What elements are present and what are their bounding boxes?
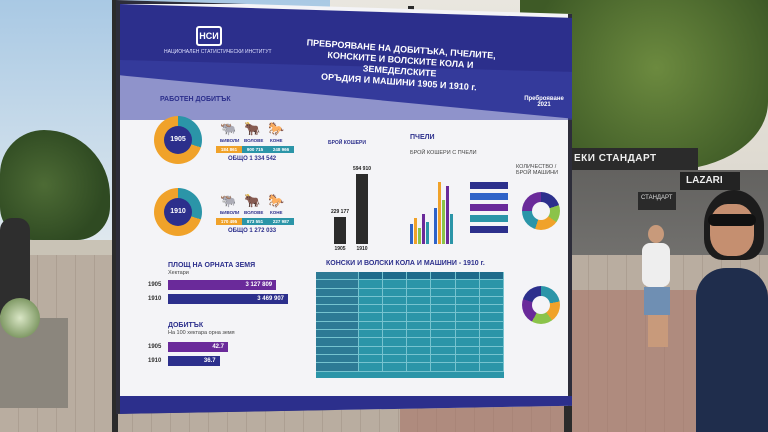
animal-value: 248 966: [268, 146, 294, 153]
hbar-year: 1905: [148, 344, 162, 350]
animal-value: 900 715: [242, 146, 268, 153]
census-2021-logo: Преброяване 2021: [524, 96, 564, 108]
shop-sign-standart: СТАНДАРТ: [638, 192, 676, 210]
nsi-logo-icon: НСИ: [196, 26, 222, 46]
arable-bar-1910: 3 469 907: [168, 294, 288, 304]
hives-chart: 229 177 1905 594 910 1910: [330, 164, 376, 252]
yield-bar-1910: 36.7: [168, 356, 220, 366]
hives-title: БРОЙ КОШЕРИ: [328, 140, 366, 146]
total-1910: ОБЩО 1 272 033: [228, 228, 277, 234]
hbar-year: 1910: [148, 296, 162, 302]
arable-bar-1905: 3 127 809: [168, 280, 277, 290]
hives-value-label: 594 910: [352, 166, 372, 172]
arable-area-unit: Хектари: [168, 270, 189, 276]
ox-icon: 🐂: [244, 193, 261, 208]
animal-value: 227 987: [268, 218, 294, 225]
bees-title: ПЧЕЛИ: [410, 134, 435, 141]
animal-value: 184 861: [216, 146, 242, 153]
hives-year-label: 1910: [356, 246, 368, 252]
wheels-title: КОЛИЧЕСТВО / БРОЙ МАШИНИ: [516, 164, 559, 176]
animal-label: БИВОЛИ: [220, 138, 240, 143]
animal-label: ВОЛОВЕ: [244, 210, 264, 215]
yields-subtitle: На 100 хектара орна земя: [168, 330, 235, 336]
ox-icon: 🐂: [244, 121, 261, 136]
billboard-post-left: [112, 0, 118, 432]
shop-sign-lazari: LAZARI: [680, 172, 740, 190]
animal-value: 170 495: [216, 218, 242, 225]
machines-wheel-2-core: [532, 296, 550, 314]
logo-text: НАЦИОНАЛЕН СТАТИСТИЧЕСКИ ИНСТИТУТ: [164, 49, 272, 55]
billboard: НСИ НАЦИОНАЛЕН СТАТИСТИЧЕСКИ ИНСТИТУТ ПР…: [112, 0, 574, 432]
hives-value-label: 229 177: [330, 209, 350, 216]
carts-table: [316, 272, 504, 378]
hives-year-label: 1905: [334, 246, 346, 252]
donut-1905-label: 1905: [164, 126, 192, 154]
hbar-year: 1910: [148, 358, 162, 364]
yield-bar-1905: 42.7: [168, 342, 228, 352]
work-livestock-title: РАБОТЕН ДОБИТЪК: [160, 96, 231, 103]
animal-label: КОНЕ: [270, 210, 283, 215]
bees-subtitle: БРОЙ КОШЕРИ С ПЧЕЛИ: [410, 150, 477, 156]
hbar-year: 1905: [148, 282, 162, 288]
infographic-board: НСИ НАЦИОНАЛЕН СТАТИСТИЧЕСКИ ИНСТИТУТ ПР…: [116, 0, 572, 414]
donut-1910-label: 1910: [164, 198, 192, 226]
horse-icon: 🐎: [268, 193, 285, 208]
header-band-accent: [120, 60, 572, 120]
total-1905: ОБЩО 1 334 542: [228, 156, 277, 162]
buffalo-icon: 🐃: [220, 193, 237, 208]
shop-sign: ЕКИ СТАНДАРТ: [568, 148, 698, 170]
bees-chart: [410, 174, 466, 244]
hives-bar-1910: [356, 174, 368, 244]
bees-legend: [470, 182, 512, 242]
animal-value: 873 551: [242, 218, 268, 225]
woman-foreground: [696, 190, 768, 432]
pedestrian-walking: [640, 225, 674, 350]
plant: [0, 298, 40, 338]
yields-title: ДОБИТЪК: [168, 322, 204, 329]
animal-label: ВОЛОВЕ: [244, 138, 264, 143]
arable-area-title: ПЛОЩ НА ОРНАТА ЗЕМЯ: [168, 262, 256, 269]
footer-band: [120, 396, 572, 414]
animal-label: БИВОЛИ: [220, 210, 240, 215]
animal-label: КОНЕ: [270, 138, 283, 143]
carts-title: КОНСКИ И ВОЛСКИ КОЛА И МАШИНИ - 1910 г.: [326, 260, 485, 267]
machines-wheel-1-core: [532, 202, 550, 220]
buffalo-icon: 🐃: [220, 121, 237, 136]
horse-icon: 🐎: [268, 121, 285, 136]
hives-bar-1905: [334, 217, 346, 244]
sunglasses-icon: [708, 214, 756, 226]
